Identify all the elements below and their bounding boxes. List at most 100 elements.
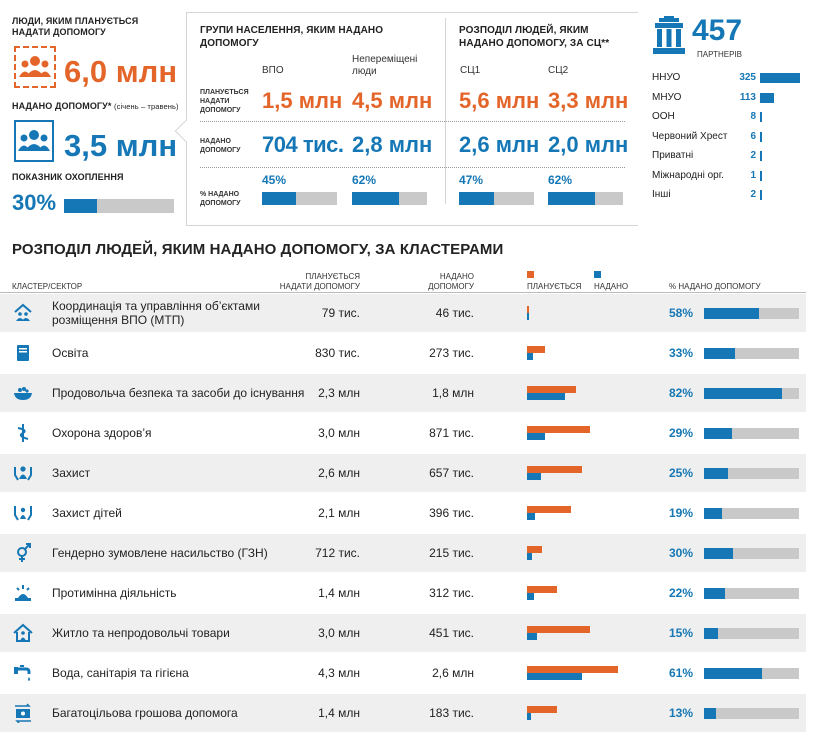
cluster-row: Захист дітей 2,1 млн 396 тис. 19%: [0, 494, 806, 532]
coverage-value: 30%: [12, 190, 57, 215]
cluster-reached: 215 тис.: [429, 546, 474, 560]
box-divider: [445, 18, 446, 204]
cluster-reached: 1,8 млн: [432, 386, 474, 400]
summary-panel: ЛЮДИ, ЯКИМ ПЛАНУЄТЬСЯ НАДАТИ ДОПОМОГУ 6,…: [12, 16, 179, 226]
partner-value: 8: [750, 111, 756, 122]
cash-transfer-icon: [13, 703, 33, 724]
pct-bar-fill: [548, 192, 595, 205]
table-header-rule: [0, 292, 806, 293]
cluster-planned: 830 тис.: [315, 346, 360, 360]
cluster-planned: 3,0 млн: [318, 626, 360, 640]
partner-name: ННУО: [652, 72, 681, 83]
groups-col-nondisplaced: Непереміщені люди: [352, 54, 418, 77]
groups-idp-pct: 45%: [262, 173, 287, 187]
legend-reached-label: НАДАНО: [594, 282, 629, 291]
cluster-name: Житло та непродовольчі товари: [52, 626, 230, 640]
cluster-reached: 451 тис.: [429, 626, 474, 640]
cluster-reached-bar: [527, 673, 583, 680]
cluster-planned: 2,3 млн: [318, 386, 360, 400]
cluster-name: Охорона здоров’я: [52, 426, 152, 440]
partner-bar: [760, 92, 774, 103]
reached-period: (січень – травень): [114, 102, 179, 111]
header-reached: НАДАНО ДОПОМОГУ: [428, 272, 474, 291]
partner-row: Приватні 2: [652, 150, 812, 164]
cluster-reached-bar: [527, 553, 532, 560]
header-pct: % НАДАНО ДОПОМОГУ: [669, 282, 761, 291]
regions-sc2-pct-bar: [548, 192, 623, 205]
cluster-pct: 82%: [669, 386, 694, 400]
mine-action-icon: [13, 583, 33, 603]
people-planned-icon: [14, 46, 56, 88]
groups-idp-pct-bar: [262, 192, 337, 205]
partner-value: 6: [750, 130, 756, 142]
cluster-reached-bar: [527, 593, 534, 600]
partner-row: Червоний Хрест 6: [652, 131, 812, 145]
cluster-pct-bar: [704, 308, 799, 319]
partner-name: Міжнародні орг.: [652, 169, 724, 181]
cluster-name: Захист: [52, 466, 91, 480]
cluster-pct-bar-fill: [704, 708, 717, 719]
legend-reached-swatch: [594, 271, 601, 278]
partner-value: 113: [739, 91, 756, 103]
cluster-row: Охорона здоров’я 3,0 млн 871 тис. 29%: [0, 414, 806, 452]
partner-value: 1: [750, 169, 756, 181]
partner-name: МНУО: [652, 91, 682, 103]
regions-sc1-pct: 47%: [459, 173, 484, 187]
pct-bar-fill: [352, 192, 399, 205]
cluster-row: Захист 2,6 млн 657 тис. 25%: [0, 454, 806, 492]
cluster-pct-bar-fill: [704, 348, 736, 359]
cluster-pct-bar-fill: [704, 428, 732, 439]
cluster-pct: 33%: [669, 346, 694, 360]
row-separator: [200, 121, 625, 122]
cluster-name: Захист дітей: [52, 506, 122, 520]
cluster-pct: 61%: [669, 666, 694, 680]
health-caduceus-icon: [13, 423, 33, 443]
partner-name: Червоний Хрест: [652, 130, 728, 142]
groups-col-idp: ВПО: [262, 65, 284, 76]
shelter-house-icon: [13, 623, 33, 643]
child-protection-icon: [13, 503, 33, 523]
partner-row: Інші 2: [652, 189, 812, 203]
coverage-bar-fill: [64, 199, 97, 213]
regions-sc2-pct: 62%: [548, 173, 573, 187]
cluster-name: Координація та управління об’єктами розм…: [52, 299, 260, 327]
cluster-reached-bar: [527, 433, 546, 440]
gender-icon: [13, 543, 33, 563]
cluster-name: Протимінна діяльність: [52, 586, 177, 600]
cluster-reached-bar: [527, 633, 537, 640]
partner-bar: [760, 190, 762, 200]
partner-row: ННУО 325: [652, 72, 812, 86]
row-label-planned: ПЛАНУЄТЬСЯ НАДАТИ ДОПОМОГУ: [200, 89, 249, 114]
partner-row: ООН 8: [652, 111, 812, 125]
reached-label: НАДАНО ДОПОМОГУ* (січень – травень): [12, 101, 182, 112]
cluster-row: Протимінна діяльність 1,4 млн 312 тис. 22%: [0, 574, 806, 612]
cluster-pct: 19%: [669, 506, 694, 520]
cluster-pct-bar: [704, 628, 799, 639]
groups-nondisplaced-pct: 62%: [352, 173, 377, 187]
cluster-planned: 1,4 млн: [318, 586, 360, 600]
groups-regions-box: [186, 12, 638, 226]
row-separator: [200, 167, 625, 168]
education-book-icon: [13, 343, 33, 363]
planned-value: 6,0 млн: [64, 54, 178, 89]
row-label-pct: % НАДАНО ДОПОМОГУ: [200, 191, 241, 207]
partner-bar: [760, 112, 762, 122]
cluster-planned: 2,1 млн: [318, 506, 360, 520]
cluster-pct-bar: [704, 548, 799, 559]
cluster-planned-bar: [527, 586, 557, 593]
partner-value: 325: [739, 72, 756, 83]
planned-label: ЛЮДИ, ЯКИМ ПЛАНУЄТЬСЯ НАДАТИ ДОПОМОГУ: [12, 16, 139, 37]
cluster-pct-bar: [704, 388, 799, 399]
partner-value: 2: [750, 150, 756, 161]
cluster-planned: 3,0 млн: [318, 426, 360, 440]
header-planned: ПЛАНУЄТЬСЯ НАДАТИ ДОПОМОГУ: [279, 272, 360, 291]
cluster-row: Освіта 830 тис. 273 тис. 33%: [0, 334, 806, 372]
regions-col-sc2: СЦ2: [548, 65, 569, 76]
cluster-reached-bar: [527, 473, 541, 480]
protection-icon: [13, 463, 33, 483]
cluster-row: Вода, санітарія та гігієна 4,3 млн 2,6 млн…: [0, 654, 806, 692]
cluster-row: Багатоцільова грошова допомога 1,4 млн 183…: [0, 694, 806, 732]
regions-sc2-reached: 2,0 млн: [548, 132, 629, 157]
people-reached-icon: [14, 120, 54, 162]
groups-title: ГРУПИ НАСЕЛЕННЯ, ЯКИМ НАДАНО ДОПОМОГУ: [200, 25, 384, 49]
